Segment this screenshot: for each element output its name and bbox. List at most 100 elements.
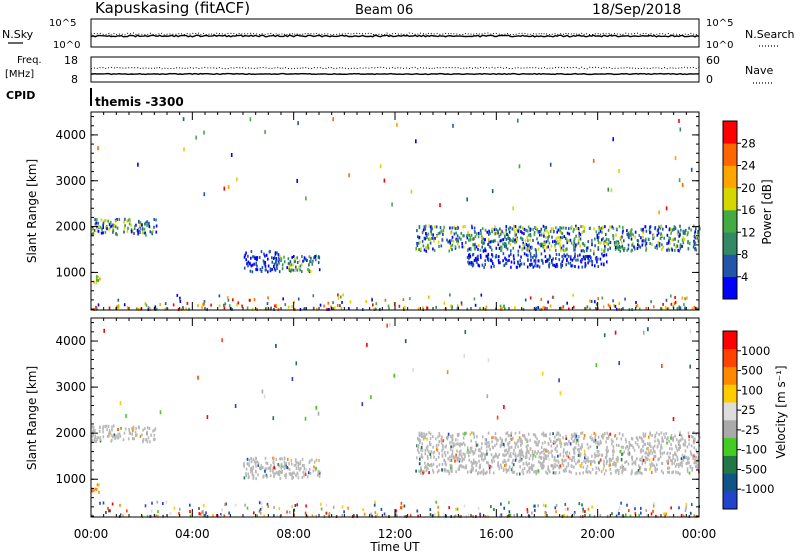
echo-cell bbox=[644, 243, 647, 247]
echo-cell bbox=[451, 243, 454, 247]
echo-cell bbox=[508, 230, 511, 234]
echo-cell bbox=[291, 471, 294, 475]
echo-cell bbox=[91, 487, 94, 491]
echo-cell bbox=[440, 439, 443, 443]
echo-cell bbox=[298, 468, 301, 472]
echo-cell bbox=[317, 255, 320, 259]
echo-cell bbox=[527, 432, 530, 436]
echo-cell bbox=[285, 475, 287, 479]
echo-cell bbox=[549, 304, 552, 308]
echo-cell bbox=[306, 259, 308, 262]
echo-cell bbox=[467, 231, 469, 235]
echo-cell bbox=[688, 461, 690, 465]
echo-cell bbox=[576, 460, 579, 464]
echo-cell bbox=[109, 431, 112, 435]
echo-cell bbox=[679, 444, 681, 448]
echo-cell bbox=[255, 464, 257, 468]
echo-cell bbox=[604, 247, 606, 251]
echo-cell bbox=[685, 502, 688, 506]
echo-cell bbox=[560, 262, 562, 266]
echo-cell bbox=[221, 508, 223, 512]
echo-cell bbox=[148, 426, 151, 430]
echo-cell bbox=[699, 227, 701, 231]
echo-cell bbox=[660, 225, 662, 229]
echo-speckle bbox=[678, 118, 680, 123]
echo-cell bbox=[144, 222, 146, 226]
echo-cell bbox=[499, 514, 502, 518]
echo-cell bbox=[649, 231, 651, 235]
echo-cell bbox=[563, 235, 565, 239]
echo-cell bbox=[487, 463, 490, 467]
echo-cell bbox=[181, 307, 184, 311]
echo-cell bbox=[293, 508, 296, 512]
echo-cell bbox=[91, 433, 93, 437]
echo-cell bbox=[486, 470, 488, 474]
echo-cell bbox=[510, 454, 512, 458]
echo-cell bbox=[672, 453, 674, 457]
colorbar-swatch bbox=[723, 366, 737, 385]
echo-cell bbox=[531, 449, 534, 453]
echo-cell bbox=[590, 299, 593, 303]
colorbar-swatch bbox=[723, 473, 737, 492]
echo-cell bbox=[504, 438, 507, 442]
echo-cell bbox=[672, 470, 674, 474]
echo-cell bbox=[470, 467, 473, 471]
echo-cell bbox=[536, 264, 538, 268]
echo-cell bbox=[635, 304, 638, 308]
echo-cell bbox=[512, 254, 515, 258]
echo-cell bbox=[547, 454, 549, 458]
echo-cell bbox=[455, 442, 457, 446]
echo-cell bbox=[153, 438, 155, 442]
echo-cell bbox=[109, 225, 112, 229]
echo-cell bbox=[112, 230, 114, 234]
echo-cell bbox=[515, 443, 517, 447]
echo-cell bbox=[267, 257, 269, 261]
echo-cell bbox=[446, 238, 448, 242]
echo-cell bbox=[228, 304, 231, 308]
echo-cell bbox=[95, 436, 97, 440]
echo-cell bbox=[489, 464, 491, 468]
echo-cell bbox=[607, 436, 610, 440]
echo-cell bbox=[496, 455, 499, 459]
echo-cell bbox=[426, 462, 429, 466]
echo-cell bbox=[534, 508, 536, 512]
echo-cell bbox=[518, 245, 521, 249]
echo-cell bbox=[670, 459, 672, 462]
echo-cell bbox=[478, 454, 480, 458]
echo-cell bbox=[149, 440, 151, 444]
echo-cell bbox=[260, 501, 263, 505]
echo-cell bbox=[426, 437, 428, 441]
echo-cell bbox=[343, 510, 345, 514]
echo-cell bbox=[597, 265, 600, 268]
station-title: Kapuskasing (fitACF) bbox=[95, 0, 250, 17]
echo-cell bbox=[267, 264, 270, 268]
echo-cell bbox=[476, 461, 478, 465]
echo-cell bbox=[288, 264, 291, 268]
echo-cell bbox=[650, 300, 652, 304]
echo-cell bbox=[500, 245, 502, 249]
echo-cell bbox=[277, 463, 280, 467]
echo-cell bbox=[251, 472, 254, 476]
echo-cell bbox=[272, 467, 274, 471]
echo-cell bbox=[631, 443, 633, 447]
echo-cell bbox=[591, 242, 593, 246]
echo-cell bbox=[656, 233, 659, 237]
echo-cell bbox=[562, 436, 564, 440]
echo-cell bbox=[424, 461, 426, 465]
echo-cell bbox=[261, 266, 264, 269]
echo-cell bbox=[682, 229, 684, 233]
echo-cell bbox=[494, 436, 496, 440]
echo-cell bbox=[594, 264, 596, 268]
echo-cell bbox=[108, 509, 110, 513]
echo-cell bbox=[546, 229, 548, 233]
echo-cell bbox=[459, 449, 462, 453]
echo-cell bbox=[644, 451, 647, 455]
echo-cell bbox=[599, 227, 601, 231]
echo-cell bbox=[575, 258, 577, 262]
echo-cell bbox=[522, 472, 525, 476]
echo-cell bbox=[618, 444, 620, 448]
echo-cell bbox=[621, 244, 624, 248]
echo-cell bbox=[617, 469, 620, 472]
echo-cell bbox=[99, 277, 101, 281]
